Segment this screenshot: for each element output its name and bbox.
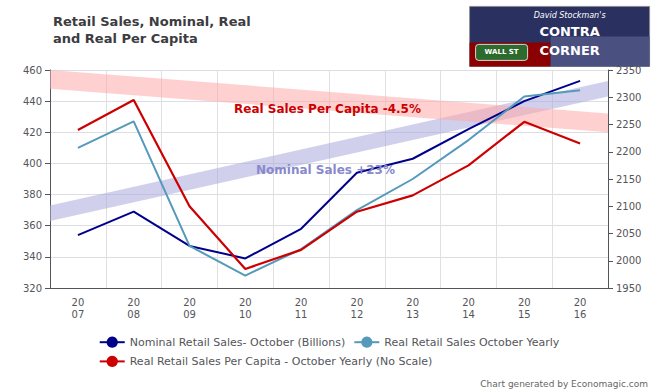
- svg-text:2050: 2050: [616, 228, 641, 239]
- svg-text:20: 20: [406, 297, 419, 308]
- svg-text:20: 20: [183, 297, 196, 308]
- svg-text:2100: 2100: [616, 201, 641, 212]
- svg-text:15: 15: [518, 309, 531, 320]
- svg-text:2350: 2350: [616, 65, 641, 76]
- svg-text:2250: 2250: [616, 119, 641, 130]
- svg-text:16: 16: [574, 309, 587, 320]
- svg-text:2300: 2300: [616, 92, 641, 103]
- svg-text:20: 20: [239, 297, 252, 308]
- svg-text:WALL ST: WALL ST: [485, 48, 519, 56]
- svg-text:380: 380: [23, 189, 42, 200]
- svg-text:CONTRA: CONTRA: [539, 24, 599, 39]
- svg-text:and Real Per Capita: and Real Per Capita: [53, 31, 198, 46]
- svg-text:440: 440: [23, 96, 42, 107]
- svg-text:20: 20: [295, 297, 308, 308]
- svg-text:20: 20: [72, 297, 85, 308]
- svg-text:Chart generated by Economagic.: Chart generated by Economagic.com: [480, 379, 648, 389]
- svg-text:2000: 2000: [616, 255, 641, 266]
- svg-text:Nominal Retail Sales- October: Nominal Retail Sales- October (Billions): [130, 336, 346, 349]
- svg-text:400: 400: [23, 158, 42, 169]
- svg-text:David Stockman's: David Stockman's: [534, 11, 606, 20]
- svg-text:420: 420: [23, 127, 42, 138]
- svg-text:Real Sales Per Capita -4.5%: Real Sales Per Capita -4.5%: [234, 102, 421, 116]
- svg-text:20: 20: [518, 297, 531, 308]
- svg-text:Nominal Sales +23%: Nominal Sales +23%: [256, 163, 395, 177]
- svg-text:20: 20: [574, 297, 587, 308]
- svg-text:340: 340: [23, 251, 42, 262]
- svg-text:Real Retail Sales Per Capita -: Real Retail Sales Per Capita - October Y…: [130, 355, 433, 368]
- svg-text:460: 460: [23, 65, 42, 76]
- svg-text:08: 08: [127, 309, 140, 320]
- svg-text:12: 12: [351, 309, 364, 320]
- svg-text:10: 10: [239, 309, 252, 320]
- svg-text:2200: 2200: [616, 146, 641, 157]
- svg-text:11: 11: [295, 309, 308, 320]
- svg-text:20: 20: [351, 297, 364, 308]
- svg-text:13: 13: [406, 309, 419, 320]
- svg-text:Retail Sales, Nominal, Real: Retail Sales, Nominal, Real: [53, 14, 251, 29]
- svg-text:07: 07: [72, 309, 85, 320]
- svg-text:1950: 1950: [616, 283, 641, 294]
- svg-text:14: 14: [462, 309, 475, 320]
- svg-text:320: 320: [23, 283, 42, 294]
- svg-text:Real Retail Sales October Year: Real Retail Sales October Yearly: [384, 336, 559, 349]
- svg-text:2150: 2150: [616, 174, 641, 185]
- svg-text:20: 20: [127, 297, 140, 308]
- svg-text:20: 20: [462, 297, 475, 308]
- svg-text:09: 09: [183, 309, 196, 320]
- svg-text:360: 360: [23, 220, 42, 231]
- svg-text:CORNER: CORNER: [539, 43, 599, 58]
